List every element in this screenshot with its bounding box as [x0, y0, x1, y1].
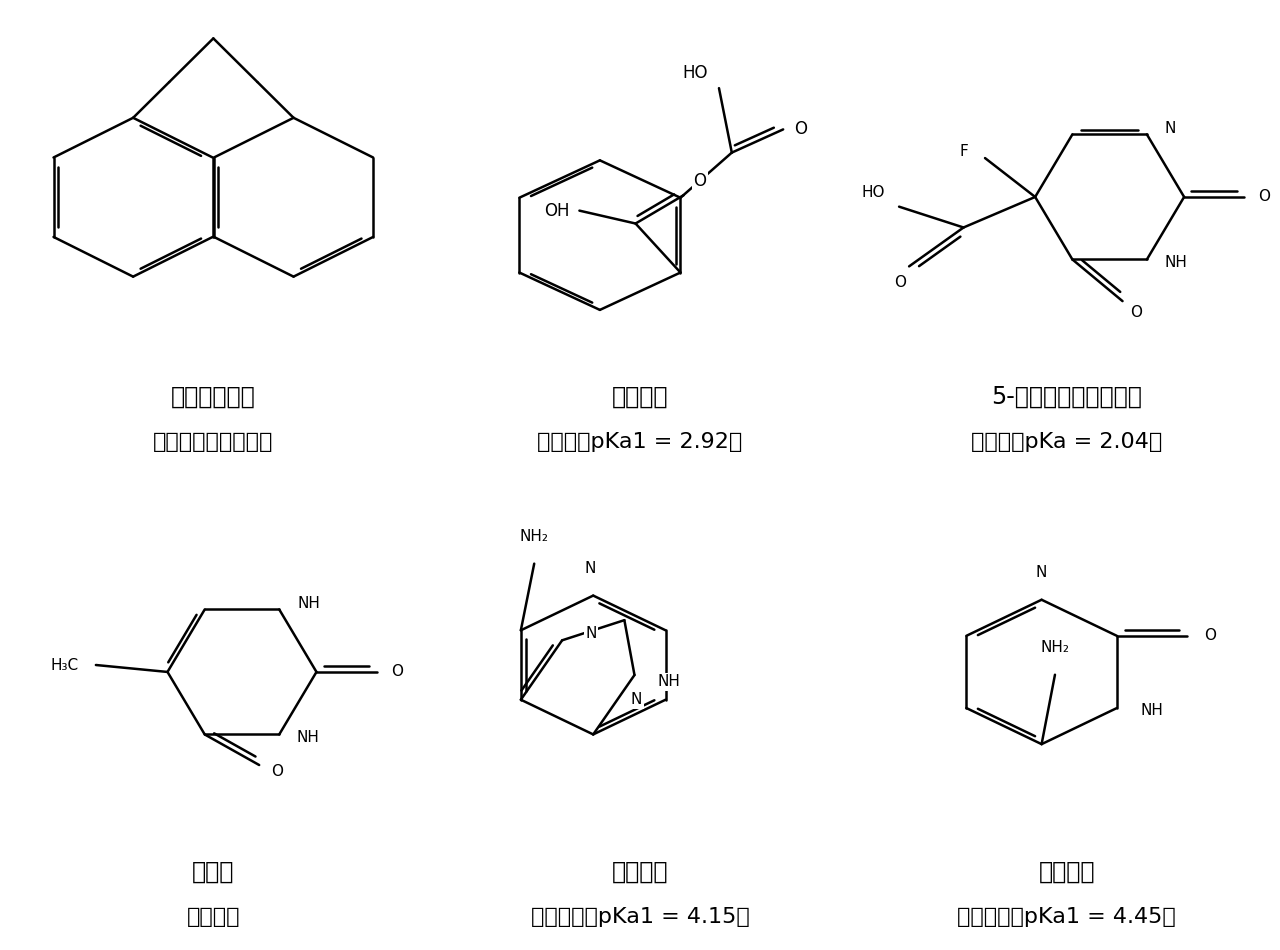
Text: NH: NH: [298, 597, 321, 612]
Text: N: N: [631, 693, 643, 707]
Text: （中性）: （中性）: [187, 906, 241, 927]
Text: NH: NH: [658, 674, 681, 690]
Text: N: N: [1164, 122, 1175, 137]
Text: フタル酸: フタル酸: [612, 385, 668, 409]
Text: （塩基性、pKa1 = 4.45）: （塩基性、pKa1 = 4.45）: [957, 906, 1176, 927]
Text: （酸性、pKa1 = 2.92）: （酸性、pKa1 = 2.92）: [538, 431, 742, 452]
Text: NH₂: NH₂: [1041, 640, 1070, 656]
Text: N: N: [585, 626, 596, 641]
Text: H₃C: H₃C: [51, 657, 78, 673]
Text: （ボイドマーカー）: （ボイドマーカー）: [154, 431, 274, 452]
Text: NH: NH: [297, 730, 319, 745]
Text: NH: NH: [1164, 255, 1187, 270]
Text: アセナフテン: アセナフテン: [172, 385, 256, 409]
Text: O: O: [1130, 305, 1142, 320]
Text: NH₂: NH₂: [520, 529, 549, 544]
Text: 5-フルオロオロチン酸: 5-フルオロオロチン酸: [991, 385, 1142, 409]
Text: O: O: [390, 664, 403, 679]
Text: N: N: [584, 561, 595, 576]
Text: O: O: [795, 121, 808, 139]
Text: （塩基性、pKa1 = 4.15）: （塩基性、pKa1 = 4.15）: [531, 906, 749, 927]
Text: F: F: [959, 143, 968, 159]
Text: OH: OH: [544, 201, 570, 219]
Text: チミン: チミン: [192, 860, 234, 884]
Text: HO: HO: [682, 64, 708, 82]
Text: N: N: [1036, 565, 1047, 580]
Text: O: O: [694, 172, 707, 190]
Text: （酸性、pKa = 2.04）: （酸性、pKa = 2.04）: [972, 431, 1162, 452]
Text: アデニン: アデニン: [612, 860, 668, 884]
Text: O: O: [1258, 189, 1271, 204]
Text: O: O: [1203, 628, 1216, 643]
Text: O: O: [895, 275, 906, 290]
Text: HO: HO: [861, 184, 884, 200]
Text: NH: NH: [1164, 255, 1187, 270]
Text: NH: NH: [1140, 703, 1164, 718]
Text: O: O: [270, 765, 283, 779]
Text: シトシン: シトシン: [1038, 860, 1094, 884]
